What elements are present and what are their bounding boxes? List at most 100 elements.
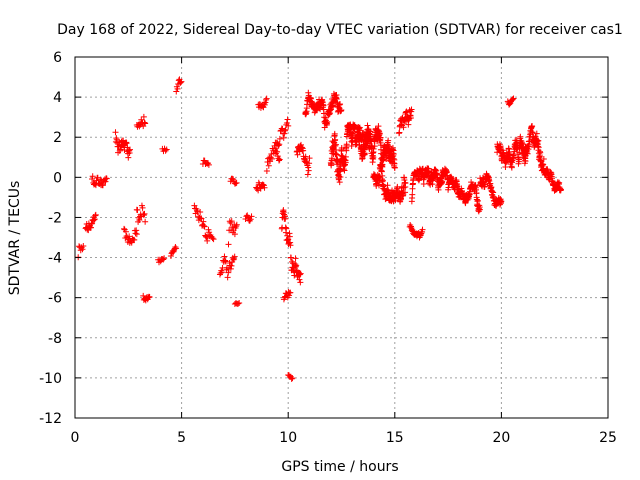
data-point	[292, 255, 299, 262]
data-point	[371, 143, 378, 150]
data-point	[336, 179, 343, 186]
data-point	[276, 135, 283, 142]
data-point	[247, 216, 254, 223]
data-point	[280, 134, 287, 141]
data-point	[324, 118, 331, 125]
data-point	[141, 119, 148, 126]
data-point	[276, 156, 283, 163]
data-point	[282, 224, 289, 231]
data-point	[533, 130, 540, 137]
data-point	[296, 148, 303, 155]
data-point	[282, 127, 289, 134]
data-point	[284, 116, 291, 123]
data-point	[332, 141, 339, 148]
axis-ticks	[74, 56, 609, 419]
data-point	[509, 96, 516, 103]
data-point	[177, 79, 184, 86]
data-point	[126, 233, 133, 240]
y-tick-label: -2	[48, 210, 62, 226]
data-point	[236, 299, 243, 306]
data-point	[375, 127, 382, 134]
data-point	[287, 289, 294, 296]
data-point	[302, 153, 309, 160]
data-point	[510, 95, 517, 102]
y-tick-label: 4	[53, 90, 62, 106]
data-point	[379, 177, 386, 184]
data-point	[286, 233, 293, 240]
data-point	[177, 80, 184, 87]
data-point	[396, 129, 403, 136]
chart-title: Day 168 of 2022, Sidereal Day-to-day VTE…	[57, 22, 623, 38]
data-point	[267, 154, 274, 161]
x-tick-labels: 0 5 10 15 20 25	[71, 430, 617, 446]
data-point	[285, 122, 292, 129]
data-point	[337, 166, 344, 173]
data-point	[508, 164, 515, 171]
data-point	[524, 150, 531, 157]
data-point	[142, 120, 149, 127]
data-point	[308, 98, 315, 105]
data-point	[92, 211, 99, 218]
y-tick-labels: 6 4 2 0 -2 -4 -6 -8 -10 -12	[39, 50, 62, 427]
data-point	[400, 124, 407, 131]
data-point	[505, 145, 512, 152]
data-point	[146, 294, 153, 300]
data-point	[337, 168, 344, 175]
y-tick-label: -8	[48, 331, 62, 347]
data-point	[264, 159, 271, 166]
data-point	[227, 265, 234, 272]
y-tick-label: -6	[48, 291, 62, 307]
data-point	[136, 217, 143, 224]
data-point	[209, 235, 216, 242]
data-point	[338, 145, 345, 152]
data-point	[390, 150, 397, 157]
data-point	[140, 292, 147, 299]
data-point	[332, 142, 339, 149]
data-point	[486, 177, 493, 184]
data-point	[540, 156, 547, 163]
data-point	[306, 155, 313, 162]
data-point	[178, 78, 185, 85]
y-tick-label: -12	[39, 411, 62, 427]
data-point	[205, 161, 212, 168]
data-point	[131, 236, 138, 243]
data-point	[281, 130, 288, 137]
data-point	[112, 129, 119, 136]
data-point	[343, 141, 350, 148]
data-point	[366, 130, 373, 137]
data-point	[201, 223, 208, 230]
data-point	[518, 139, 525, 146]
data-point	[231, 231, 238, 238]
data-point	[306, 160, 313, 167]
data-point	[275, 142, 282, 149]
data-point	[268, 155, 275, 162]
data-point	[142, 218, 149, 225]
data-point	[225, 241, 232, 248]
data-point	[338, 107, 345, 114]
data-point	[331, 130, 338, 137]
data-point	[342, 153, 349, 160]
data-point	[307, 95, 314, 102]
data-point	[139, 204, 146, 211]
data-point	[222, 258, 229, 265]
data-point	[327, 107, 334, 114]
data-point	[242, 215, 249, 222]
data-point	[91, 216, 98, 223]
data-point	[476, 206, 483, 213]
data-point	[377, 134, 384, 141]
data-point	[228, 218, 235, 225]
data-point	[498, 198, 505, 205]
data-point	[288, 254, 295, 261]
data-point	[391, 164, 398, 171]
data-point	[263, 168, 270, 175]
data-point	[276, 157, 283, 164]
data-point	[133, 231, 140, 238]
data-point	[408, 106, 415, 113]
data-point	[87, 224, 94, 231]
data-point	[534, 143, 541, 150]
data-point	[361, 151, 368, 158]
data-point	[127, 146, 134, 153]
data-point	[305, 167, 312, 174]
